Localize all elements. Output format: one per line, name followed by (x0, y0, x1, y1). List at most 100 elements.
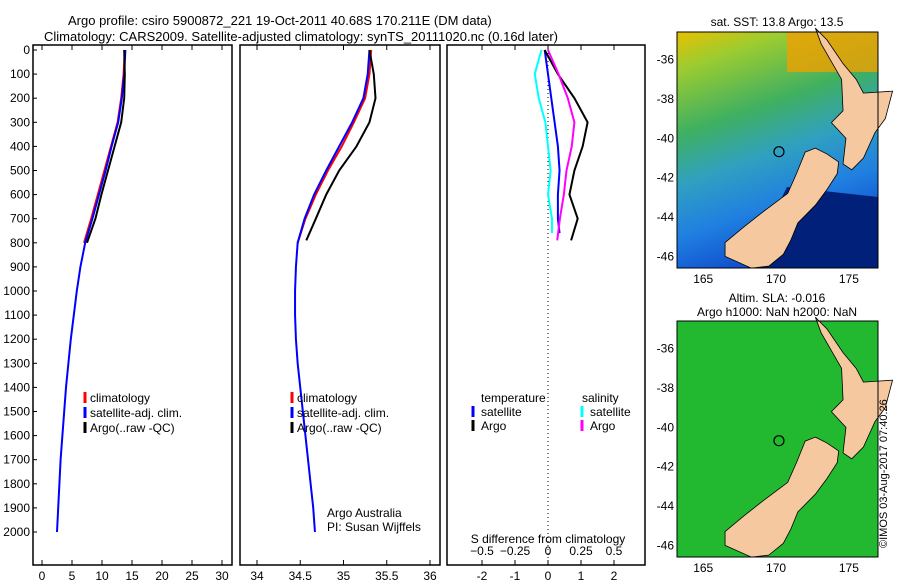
y-tick-label: 100 (10, 67, 30, 81)
axes-frame-salinity (239, 44, 441, 566)
series-line-salinity-argo (547, 49, 576, 241)
south-island (724, 147, 840, 269)
x-tick-label: 30 (215, 569, 229, 580)
y-tick-label: 500 (10, 164, 30, 178)
x-tick-label: 15 (125, 569, 139, 580)
y-tick-label: 1900 (3, 501, 30, 515)
y-tick-label: 800 (10, 236, 30, 250)
map-title-line-1: Altim. SLA: -0.016 (729, 291, 826, 305)
legend-entry: climatology (297, 391, 357, 405)
series-line-satellite-adj-clim- (56, 49, 127, 533)
y-tick-label: 600 (10, 188, 30, 202)
x-tick-label: 0 (39, 569, 46, 580)
series-line-temperature-satellite (543, 49, 561, 234)
y-tick-label: 0 (23, 43, 30, 57)
series-line-argo-raw-qc- (305, 49, 377, 241)
y-tick-label: 1800 (3, 477, 30, 491)
map-y-tick-label: -42 (657, 460, 675, 474)
legend-entry: Argo(..raw -QC) (90, 421, 175, 435)
map-y-tick-label: -46 (657, 249, 675, 263)
legend-entry: satellite-adj. clim. (297, 406, 389, 420)
x2-tick-label: 0 (545, 544, 552, 558)
map-frame (676, 31, 879, 269)
y-tick-label: 1300 (3, 356, 30, 370)
x-tick-label: -1 (510, 569, 521, 580)
series-line-salinity-satellite (533, 49, 553, 234)
map-y-tick-label: -36 (657, 53, 675, 67)
annotation-line-2: PI: Susan Wijffels (327, 520, 421, 534)
south-island (724, 436, 840, 558)
map-y-tick-label: -44 (657, 210, 675, 224)
map-frame (676, 320, 879, 558)
legend-entry: satellite-adj. clim. (90, 406, 182, 420)
map-title: sat. SST: 13.8 Argo: 13.5 (711, 15, 844, 29)
y-tick-label: 1200 (3, 332, 30, 346)
x2-tick-label: 0.25 (569, 544, 593, 558)
y-tick-label: 300 (10, 115, 30, 129)
x-tick-label: 1 (578, 569, 585, 580)
map-y-tick-label: -40 (657, 420, 675, 434)
legend-group-title: salinity (582, 391, 619, 405)
x-tick-label: 10 (95, 569, 109, 580)
x-tick-label: 35 (337, 569, 351, 580)
y-tick-label: 200 (10, 91, 30, 105)
map-y-tick-label: -44 (657, 499, 675, 513)
x2-tick-label: −0.25 (500, 544, 531, 558)
x-tick-label: 36 (423, 569, 437, 580)
series-line-temperature-argo (543, 49, 589, 241)
legend-entry: satellite (481, 405, 522, 419)
map-y-tick-label: -38 (657, 92, 675, 106)
argo-position-marker (773, 146, 785, 158)
map-y-tick-label: -42 (657, 171, 675, 185)
map-sst-map (676, 27, 894, 269)
y-tick-label: 1700 (3, 453, 30, 467)
map-sla-map (676, 316, 894, 558)
map-x-tick-label: 170 (766, 561, 786, 575)
map-x-tick-label: 175 (839, 561, 859, 575)
axes-frame-temperature (32, 44, 233, 566)
series-line-climatology (296, 49, 373, 244)
y-tick-label: 2000 (3, 525, 30, 539)
x-tick-label: 20 (155, 569, 169, 580)
x-tick-label: 5 (69, 569, 76, 580)
y-tick-label: 1400 (3, 380, 30, 394)
x2-axis-label: S difference from climatology (471, 532, 626, 546)
y-tick-label: 1500 (3, 405, 30, 419)
x-tick-label: 34.5 (289, 569, 313, 580)
series-line-satellite-adj-clim- (294, 49, 371, 533)
title-line-1: Argo profile: csiro 5900872_221 19-Oct-2… (68, 13, 492, 28)
north-island (814, 27, 894, 171)
x2-tick-label: 0.5 (606, 544, 623, 558)
y-tick-label: 400 (10, 139, 30, 153)
y-tick-label: 700 (10, 212, 30, 226)
map-y-tick-label: -46 (657, 538, 675, 552)
north-island (814, 316, 894, 460)
map-y-tick-label: -36 (657, 342, 675, 356)
legend-entry: satellite (590, 405, 631, 419)
map-x-tick-label: 175 (839, 272, 859, 286)
y-tick-label: 1000 (3, 284, 30, 298)
credit-text: ©IMOS 03-Aug-2017 07:40:26 (878, 399, 890, 548)
x-tick-label: 0 (545, 569, 552, 580)
map-x-tick-label: 165 (693, 561, 713, 575)
map-x-tick-label: 170 (766, 272, 786, 286)
legend-entry: Argo(..raw -QC) (297, 421, 382, 435)
x-tick-label: 34 (250, 569, 264, 580)
x-tick-label: 35.5 (375, 569, 399, 580)
map-y-tick-label: -40 (657, 131, 675, 145)
title-line-2: Climatology: CARS2009. Satellite-adjuste… (44, 29, 559, 44)
y-tick-label: 1100 (4, 308, 30, 322)
argo-position-marker (773, 435, 785, 447)
x-tick-label: 25 (185, 569, 199, 580)
y-tick-label: 1600 (3, 429, 30, 443)
legend-entry: climatology (90, 391, 150, 405)
legend-group-title: temperature (481, 391, 546, 405)
series-line-argo-raw-qc- (86, 49, 126, 244)
legend-entry: Argo (590, 419, 616, 433)
x-tick-label: 2 (611, 569, 618, 580)
legend-entry: Argo (481, 419, 507, 433)
x2-tick-label: −0.5 (470, 544, 494, 558)
x-tick-label: -2 (477, 569, 488, 580)
map-title-line-2: Argo h1000: NaN h2000: NaN (697, 305, 857, 319)
